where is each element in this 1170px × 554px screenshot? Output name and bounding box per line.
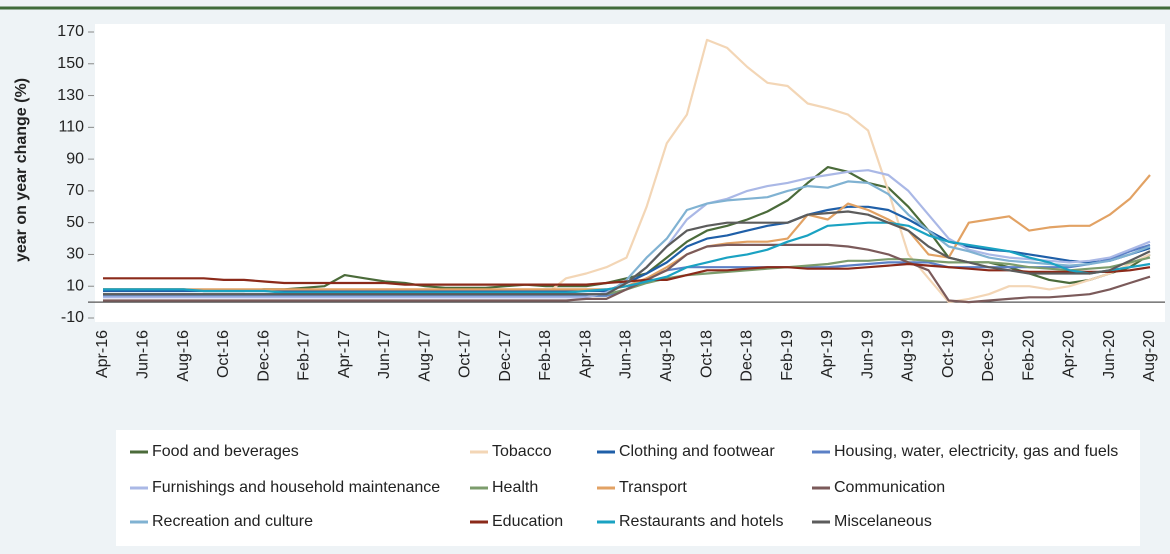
x-tick-label: Aug-18 [658, 330, 675, 382]
x-tick-label: Oct-18 [698, 330, 715, 378]
legend-label: Furnishings and household maintenance [152, 479, 440, 496]
series-line [103, 262, 1151, 286]
x-tick-label: Apr-18 [577, 330, 594, 378]
x-tick-label: Feb-19 [779, 330, 796, 381]
legend-label: Miscelaneous [834, 513, 932, 530]
series-line [103, 221, 1151, 294]
y-tick-label: 150 [57, 55, 84, 72]
y-tick-label: 30 [66, 246, 84, 263]
x-tick-label: Oct-17 [457, 330, 474, 378]
x-tick-label: Feb-20 [1020, 330, 1037, 381]
x-tick-label: Jun-19 [859, 330, 876, 379]
x-tick-label: Oct-16 [215, 330, 232, 378]
x-tick-label: Aug-16 [175, 330, 192, 382]
x-tick-label: Dec-18 [739, 330, 756, 382]
legend-label: Transport [619, 479, 687, 496]
legend-label: Housing, water, electricity, gas and fue… [834, 443, 1118, 460]
x-tick-label: Apr-16 [94, 330, 111, 378]
x-tick-label: Aug-19 [900, 330, 917, 382]
legend-label: Tobacco [492, 443, 552, 460]
series-line [103, 243, 1151, 304]
legend-label: Clothing and footwear [619, 443, 775, 460]
x-tick-label: Dec-19 [980, 330, 997, 382]
x-tick-label: Apr-19 [819, 330, 836, 378]
x-tick-label: Jun-20 [1101, 330, 1118, 379]
legend-label: Recreation and culture [152, 513, 313, 530]
y-tick-label: 110 [58, 119, 84, 136]
y-tick-label: 10 [66, 277, 84, 294]
series-line [103, 210, 1151, 296]
x-tick-label: Apr-17 [336, 330, 353, 378]
y-tick-label: 170 [57, 23, 84, 40]
plot-area [95, 24, 1165, 322]
y-tick-label: 50 [66, 214, 84, 231]
x-tick-label: Dec-17 [497, 330, 514, 382]
x-tick-label: Feb-18 [537, 330, 554, 381]
legend-box [116, 430, 1140, 546]
x-tick-label: Aug-20 [1141, 330, 1158, 382]
legend-label: Restaurants and hotels [619, 513, 784, 530]
x-tick-label: Jun-18 [618, 330, 635, 379]
x-tick-label: Jun-17 [376, 330, 393, 379]
legend-label: Health [492, 479, 538, 496]
legend-label: Education [492, 513, 563, 530]
y-tick-label: -10 [61, 309, 84, 326]
y-tick-label: 130 [57, 87, 84, 104]
x-tick-label: Apr-20 [1061, 330, 1078, 378]
legend-label: Food and beverages [152, 443, 299, 460]
legend-label: Communication [834, 479, 945, 496]
x-tick-label: Jun-16 [134, 330, 151, 379]
x-tick-label: Dec-16 [255, 330, 272, 382]
x-tick-label: Oct-19 [940, 330, 957, 378]
x-tick-label: Feb-17 [296, 330, 313, 381]
y-tick-label: 90 [66, 150, 84, 167]
x-tick-label: Aug-17 [416, 330, 433, 382]
y-axis-label: year on year change (%) [13, 78, 30, 262]
y-tick-label: 70 [66, 182, 84, 199]
